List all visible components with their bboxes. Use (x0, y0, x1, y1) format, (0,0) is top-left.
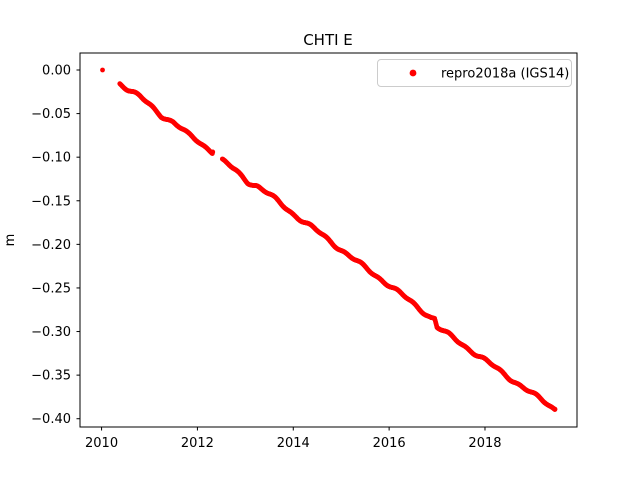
y-axis-ticks (76, 69, 80, 420)
y-tick-label: 0.00 (42, 64, 71, 79)
y-tick-label: −0.20 (31, 238, 71, 253)
chart-title: CHTI E (303, 31, 353, 49)
legend-label: repro2018a (IGS14) (441, 67, 569, 82)
y-tick-label: −0.30 (31, 325, 71, 340)
y-tick-label: −0.05 (31, 107, 71, 122)
y-axis-tick-labels: 0.00 −0.05 −0.10 −0.15 −0.20 −0.25 −0.30 −0.35 −… (31, 64, 71, 428)
x-tick-label: 2010 (85, 436, 118, 451)
axes-frame (79, 52, 578, 428)
x-axis-ticks (101, 427, 486, 431)
x-axis-tick-labels: 2010 2012 2014 2016 2018 (85, 436, 502, 451)
y-tick-label: −0.10 (31, 151, 71, 166)
legend: repro2018a (IGS14) (377, 59, 572, 87)
scatter-series (100, 67, 558, 412)
y-axis-label: m (3, 234, 18, 247)
y-tick-label: −0.40 (31, 412, 71, 427)
y-tick-label: −0.35 (31, 369, 71, 384)
y-tick-label: −0.25 (31, 281, 71, 296)
data-point (552, 406, 558, 412)
y-tick-label: −0.15 (31, 194, 71, 209)
x-tick-label: 2012 (181, 436, 214, 451)
legend-marker-icon (409, 69, 417, 77)
x-tick-label: 2014 (277, 436, 310, 451)
x-tick-label: 2016 (373, 436, 406, 451)
x-tick-label: 2018 (468, 436, 501, 451)
legend-box (377, 59, 572, 87)
data-point (100, 67, 105, 73)
data-point (210, 149, 216, 155)
